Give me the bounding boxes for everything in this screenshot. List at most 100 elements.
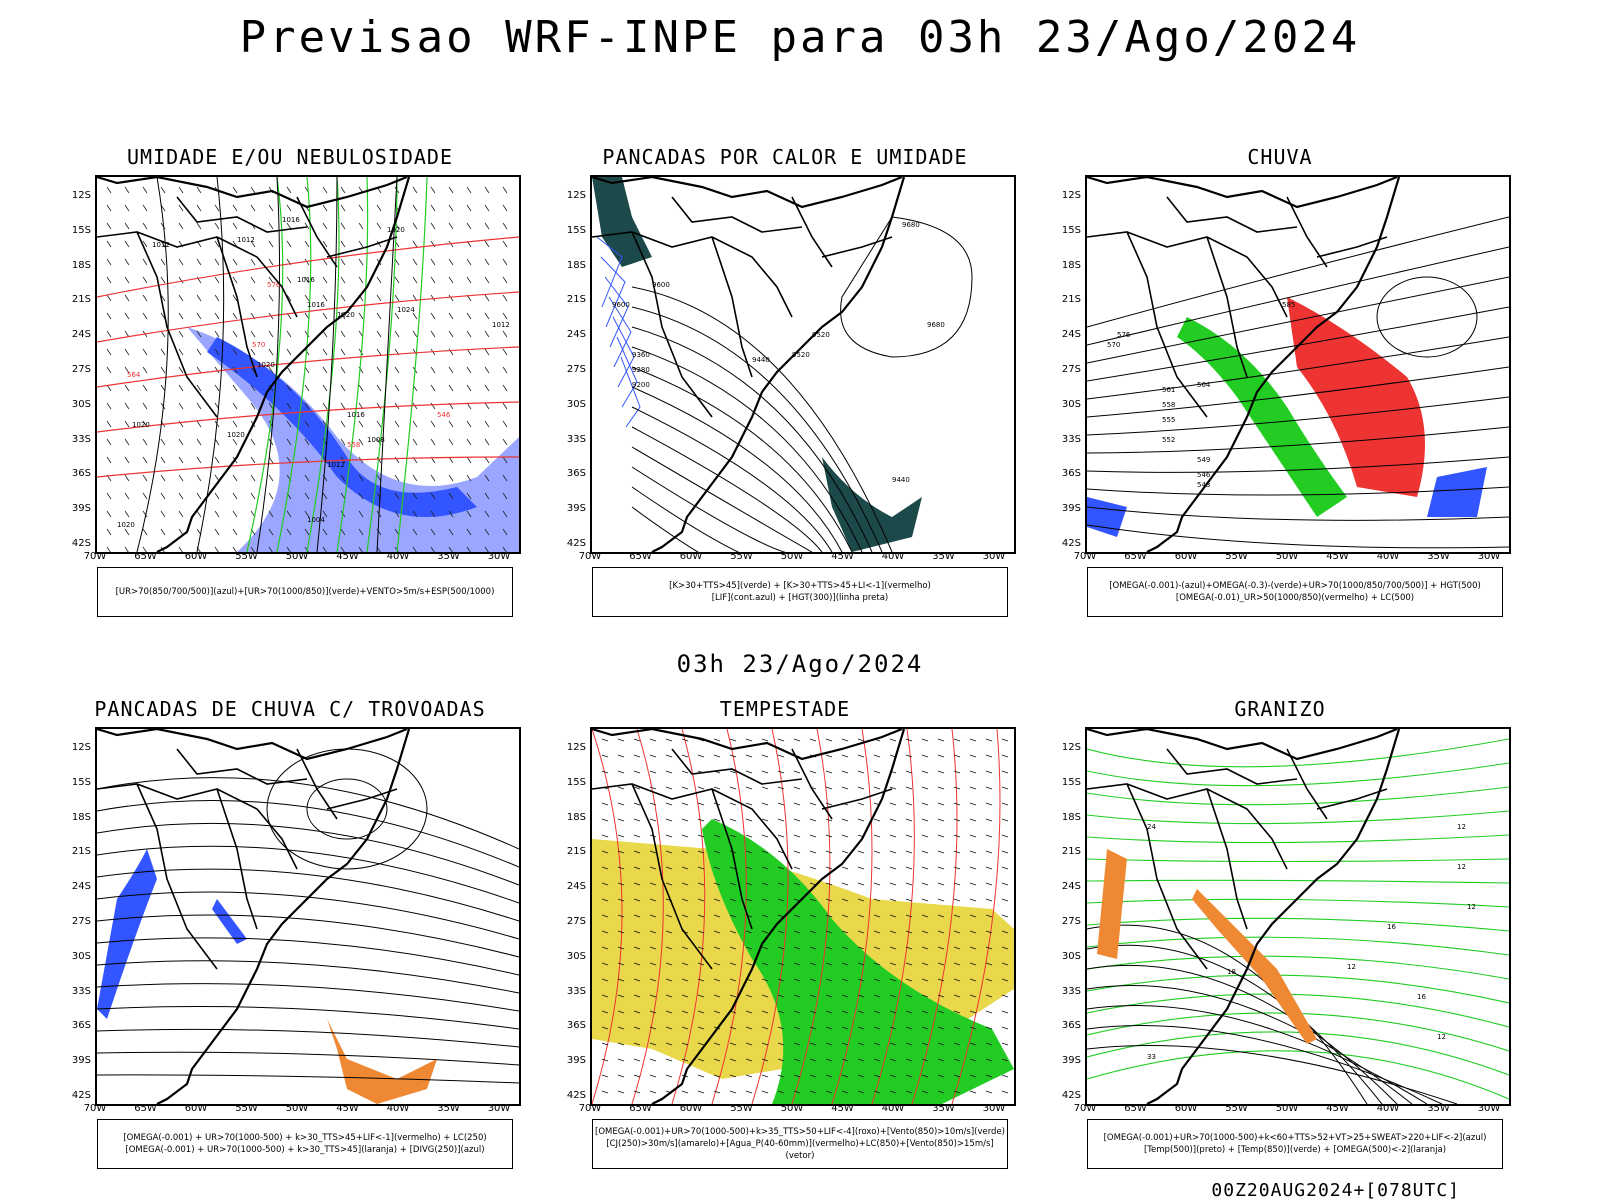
wind-vector xyxy=(985,754,993,758)
wind-vector xyxy=(985,1074,993,1078)
wind-vector xyxy=(985,866,993,870)
wind-vector xyxy=(484,456,490,464)
wind-vector xyxy=(921,994,929,998)
wind-vector xyxy=(601,1090,609,1094)
lon-label: 65W xyxy=(1124,1103,1147,1114)
wind-vector xyxy=(214,510,220,518)
wind-vector xyxy=(985,1042,993,1046)
lat-label: 18S xyxy=(566,811,586,823)
wind-vector xyxy=(286,384,292,392)
wind-vector xyxy=(857,946,865,950)
wind-vector xyxy=(729,802,737,806)
wind-vector xyxy=(430,204,436,212)
wind-vector xyxy=(681,754,689,758)
wind-vector xyxy=(681,834,689,838)
lat-axis: 12S 15S 18S 21S 24S 27S 30S 33S 36S 39S 42S xyxy=(550,175,588,550)
wind-vector xyxy=(825,978,833,982)
wind-vector xyxy=(484,402,490,410)
wind-vector xyxy=(825,882,833,886)
wind-vector xyxy=(777,786,785,790)
lat-label: 27S xyxy=(566,364,586,375)
hgt300-contour xyxy=(631,486,792,552)
lon-label: 35W xyxy=(932,1103,955,1114)
wind-vector xyxy=(286,348,292,356)
hgt500-contour xyxy=(1376,276,1478,358)
lat-label: 30S xyxy=(566,398,586,410)
wind-vector xyxy=(729,1090,737,1094)
contour-label: 9520 xyxy=(812,331,830,339)
wind-vector xyxy=(665,994,673,998)
wind-vector xyxy=(633,946,641,950)
wind-vector xyxy=(466,510,472,518)
wind-vector xyxy=(985,898,993,902)
wind-vector xyxy=(160,456,166,464)
wind-vector xyxy=(1001,754,1009,758)
hgt500-contour xyxy=(1087,456,1509,473)
wind-vector xyxy=(124,258,130,266)
wind-vector xyxy=(214,240,220,248)
wind-vector xyxy=(633,1074,641,1078)
wind-vector xyxy=(713,962,721,966)
divergence-area xyxy=(212,899,247,944)
wind-vector xyxy=(665,914,673,918)
wind-vector xyxy=(268,204,274,212)
wind-vector xyxy=(376,204,382,212)
contour-label: 1004 xyxy=(307,516,325,524)
lat-axis: 12S 15S 18S 21S 24S 27S 30S 33S 36S 39S 42S xyxy=(1045,727,1083,1102)
thickness-contour xyxy=(97,236,519,298)
wind-vector xyxy=(873,818,881,822)
wind-vector xyxy=(394,510,400,518)
wind-vector xyxy=(953,914,961,918)
wind-vector xyxy=(985,978,993,982)
wind-vector xyxy=(160,510,166,518)
wind-vector xyxy=(905,882,913,886)
wind-vector xyxy=(1001,786,1009,790)
wind-vector xyxy=(649,946,657,950)
wind-vector xyxy=(286,204,292,212)
wind-vector xyxy=(713,1058,721,1062)
lat-label: 30S xyxy=(1061,398,1081,410)
wind-vector xyxy=(809,770,817,774)
contour-label: 9440 xyxy=(892,476,910,484)
map-svg: 12 12 12 12 16 24 33 18 16 12 xyxy=(1087,729,1509,1104)
lat-label: 12S xyxy=(566,742,586,753)
pw-contour xyxy=(871,729,915,1104)
wind-vector xyxy=(937,818,945,822)
lat-label: 36S xyxy=(566,1020,586,1032)
streamline xyxy=(97,1006,519,1030)
wind-vector xyxy=(448,366,454,374)
lon-label: 45W xyxy=(831,1103,854,1114)
pw-contour xyxy=(592,729,623,1104)
wind-vector xyxy=(484,186,490,194)
wind-vector xyxy=(809,994,817,998)
wind-vector xyxy=(825,946,833,950)
wind-vector xyxy=(250,186,256,194)
hgt300-contour xyxy=(631,446,813,552)
wind-vector xyxy=(1001,802,1009,806)
wind-vector xyxy=(857,786,865,790)
panel-pancadas-calor: PANCADAS POR CALOR E UMIDADE 12S 15S 18S 21… xyxy=(550,145,1020,645)
streamline xyxy=(97,937,519,976)
wind-vector xyxy=(841,898,849,902)
lif-contour xyxy=(608,296,632,368)
lon-axis: 70W 65W 60W 55W 50W 45W 40W 35W 30W xyxy=(579,551,1012,565)
wind-vector xyxy=(665,1042,673,1046)
lat-label: 33S xyxy=(71,985,91,997)
wind-vector xyxy=(809,818,817,822)
wind-vector xyxy=(969,818,977,822)
wind-vector xyxy=(729,898,737,902)
country-borders xyxy=(1087,748,1388,970)
wind-vector xyxy=(969,946,977,950)
contour-label: 12 xyxy=(1457,823,1466,831)
contour-label: 1020 xyxy=(227,431,245,439)
contour-label: 1024 xyxy=(397,306,415,314)
wind-vector xyxy=(697,882,705,886)
hgt300-contour xyxy=(631,286,893,552)
wind-vector xyxy=(358,474,364,482)
wind-vector xyxy=(232,402,238,410)
wind-vector xyxy=(649,1090,657,1094)
wind-vector xyxy=(178,348,184,356)
green-contour xyxy=(336,177,369,552)
lat-label: 24S xyxy=(1061,881,1081,893)
wind-vector xyxy=(376,348,382,356)
